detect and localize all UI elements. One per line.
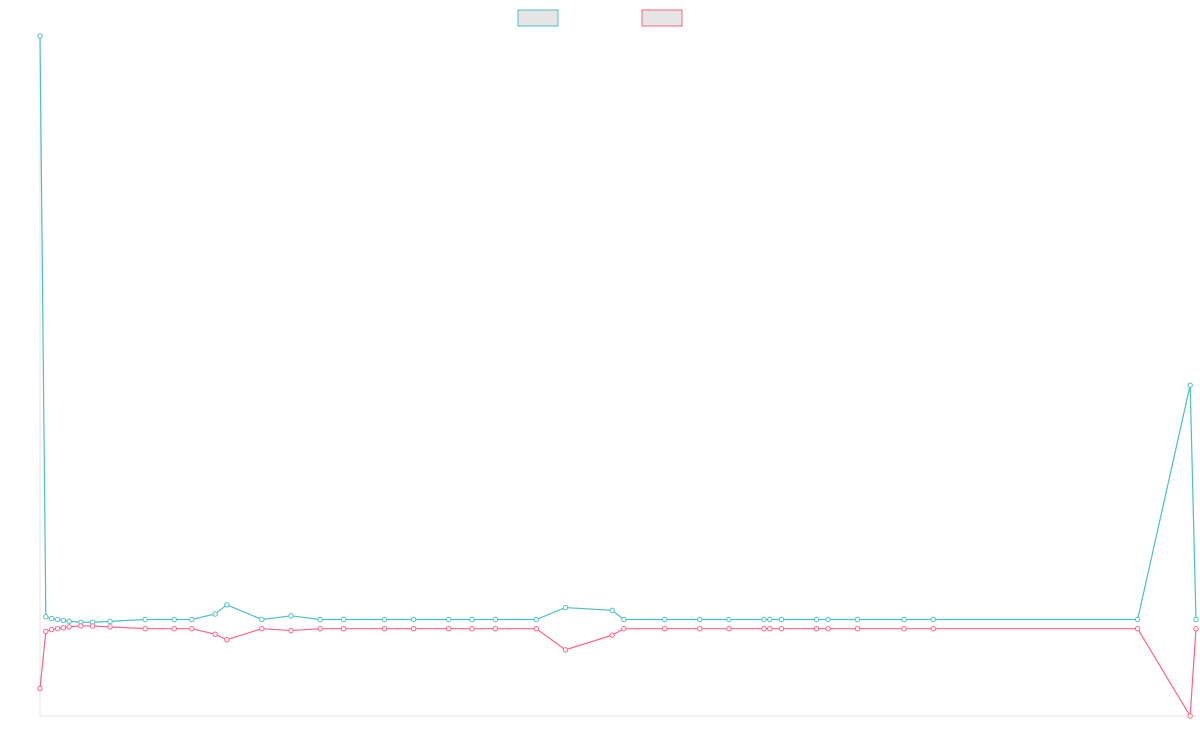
data-point[interactable] — [1134, 626, 1141, 632]
data-point[interactable] — [212, 611, 218, 617]
data-point[interactable] — [43, 614, 49, 620]
data-point[interactable] — [60, 617, 67, 624]
data-point[interactable] — [445, 626, 452, 632]
data-point[interactable] — [854, 626, 861, 632]
data-point[interactable] — [381, 626, 388, 632]
data-point[interactable] — [317, 616, 323, 623]
data-point[interactable] — [259, 626, 265, 632]
data-point[interactable] — [189, 616, 195, 623]
data-point[interactable] — [89, 623, 96, 629]
data-point[interactable] — [171, 616, 177, 623]
data-point[interactable] — [142, 616, 148, 623]
data-point[interactable] — [1134, 616, 1141, 623]
data-point[interactable] — [259, 616, 265, 623]
data-point[interactable] — [562, 647, 569, 653]
data-point[interactable] — [767, 626, 773, 632]
data-point[interactable] — [492, 626, 499, 632]
data-point[interactable] — [212, 631, 218, 637]
data-point[interactable] — [778, 626, 785, 632]
data-point[interactable] — [381, 616, 388, 623]
data-point[interactable] — [492, 616, 499, 623]
data-point[interactable] — [171, 626, 177, 632]
data-point[interactable] — [825, 626, 831, 632]
data-point[interactable] — [469, 626, 475, 632]
data-point[interactable] — [662, 626, 668, 632]
data-point[interactable] — [445, 616, 452, 623]
data-point[interactable] — [533, 626, 539, 632]
data-point[interactable] — [224, 602, 230, 608]
data-point[interactable] — [224, 637, 230, 643]
data-point[interactable] — [288, 627, 294, 634]
data-point[interactable] — [288, 613, 294, 619]
data-point[interactable] — [726, 616, 732, 623]
data-point[interactable] — [48, 615, 55, 622]
data-point[interactable] — [43, 628, 49, 635]
data-point[interactable] — [37, 33, 43, 39]
data-point[interactable] — [901, 626, 907, 632]
data-point[interactable] — [189, 626, 195, 632]
data-point[interactable] — [609, 607, 615, 614]
series-line-2 — [39, 625, 1197, 718]
points-layer — [37, 33, 1199, 719]
data-point[interactable] — [142, 626, 148, 632]
data-point[interactable] — [1193, 616, 1199, 623]
data-point[interactable] — [621, 616, 627, 623]
data-point[interactable] — [340, 616, 347, 623]
data-point[interactable] — [54, 616, 61, 623]
data-point[interactable] — [340, 626, 347, 632]
data-point[interactable] — [37, 685, 43, 692]
data-point[interactable] — [410, 616, 417, 623]
data-point[interactable] — [767, 616, 773, 623]
data-point[interactable] — [778, 616, 785, 623]
data-point[interactable] — [48, 626, 55, 633]
data-point[interactable] — [54, 626, 61, 632]
data-point[interactable] — [1187, 382, 1193, 388]
data-point[interactable] — [761, 616, 767, 623]
data-point[interactable] — [1187, 713, 1193, 719]
data-point[interactable] — [662, 616, 668, 623]
legend-swatch-series-2[interactable] — [641, 9, 683, 27]
data-point[interactable] — [813, 616, 820, 623]
data-point[interactable] — [66, 618, 72, 625]
data-point[interactable] — [533, 616, 539, 623]
data-point[interactable] — [726, 626, 732, 632]
data-point[interactable] — [107, 624, 113, 630]
data-point[interactable] — [78, 623, 84, 629]
data-point[interactable] — [469, 616, 475, 623]
data-point[interactable] — [107, 618, 113, 625]
data-point[interactable] — [825, 616, 831, 623]
data-point[interactable] — [761, 626, 767, 632]
data-point[interactable] — [813, 626, 820, 632]
data-point[interactable] — [621, 626, 627, 632]
data-point[interactable] — [317, 626, 323, 632]
data-point[interactable] — [410, 626, 417, 632]
data-point[interactable] — [697, 626, 703, 632]
data-point[interactable] — [60, 625, 67, 631]
legend — [517, 9, 683, 27]
legend-swatch-series-1[interactable] — [517, 9, 559, 27]
data-point[interactable] — [854, 616, 861, 623]
data-point[interactable] — [901, 616, 907, 623]
data-point[interactable] — [1193, 626, 1199, 632]
data-point[interactable] — [697, 616, 703, 623]
data-point[interactable] — [930, 616, 936, 623]
data-point[interactable] — [66, 624, 72, 630]
axes — [39, 36, 1196, 717]
data-point[interactable] — [930, 626, 936, 632]
data-point[interactable] — [562, 604, 569, 611]
data-point[interactable] — [609, 632, 615, 638]
series-line-1 — [39, 35, 1197, 623]
